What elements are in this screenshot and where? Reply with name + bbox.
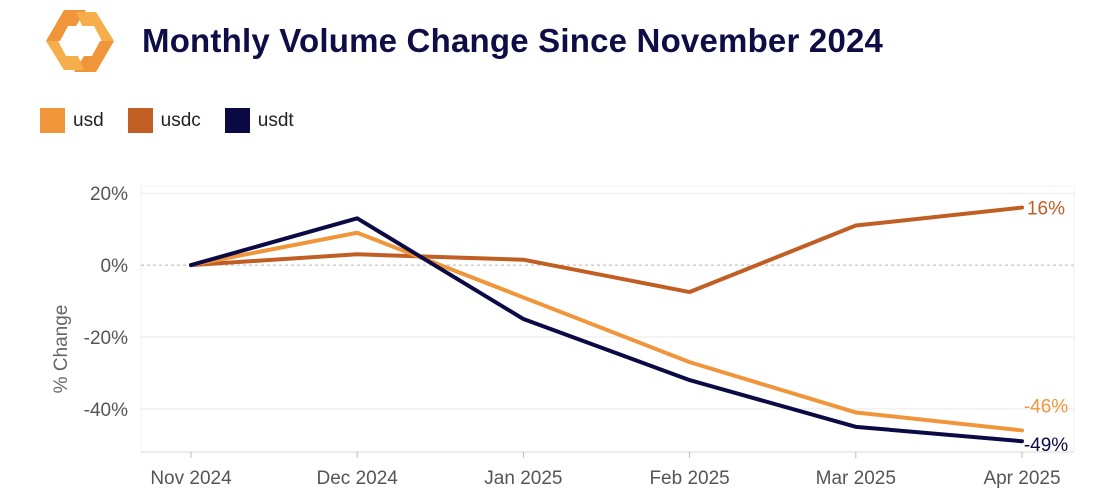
brand-logo — [46, 10, 114, 72]
legend-swatch-usdc — [127, 108, 153, 133]
x-tick-label: Dec 2024 — [317, 468, 399, 489]
end-label-usd: -46% — [1024, 396, 1068, 417]
legend-item-usd[interactable]: usd — [40, 108, 104, 133]
legend-label-usdc: usdc — [160, 109, 201, 131]
legend-label-usd: usd — [73, 109, 104, 131]
chart-title: Monthly Volume Change Since November 202… — [142, 22, 884, 59]
chart-header: Monthly Volume Change Since November 202… — [38, 4, 883, 78]
x-tick-label: Feb 2025 — [649, 468, 729, 489]
end-label-usdc: 16% — [1027, 199, 1065, 220]
x-tick-label: Apr 2025 — [983, 468, 1060, 489]
x-tick-label: Nov 2024 — [150, 468, 232, 489]
legend-item-usdc[interactable]: usdc — [127, 108, 201, 133]
series-line-usdt[interactable] — [189, 216, 1024, 444]
y-tick-label: -40% — [84, 400, 128, 421]
end-label-usdt: -49% — [1024, 435, 1068, 456]
series-line-usd[interactable] — [189, 230, 1024, 433]
legend-item-usdt[interactable]: usdt — [224, 108, 294, 133]
x-tick-label: Jan 2025 — [484, 468, 562, 489]
y-tick-label: 0% — [101, 256, 129, 277]
legend-label-usdt: usdt — [257, 109, 294, 131]
series-line-usdc[interactable] — [189, 205, 1024, 295]
chart-legend: usd usdc usdt — [40, 108, 318, 133]
y-tick-label: -20% — [84, 328, 128, 349]
plot-area — [140, 185, 1075, 453]
legend-swatch-usdt — [224, 108, 250, 133]
y-axis-title: % Change — [51, 305, 72, 394]
x-tick-label: Mar 2025 — [816, 468, 896, 489]
y-tick-label: 20% — [90, 184, 128, 205]
legend-swatch-usd — [40, 108, 65, 133]
